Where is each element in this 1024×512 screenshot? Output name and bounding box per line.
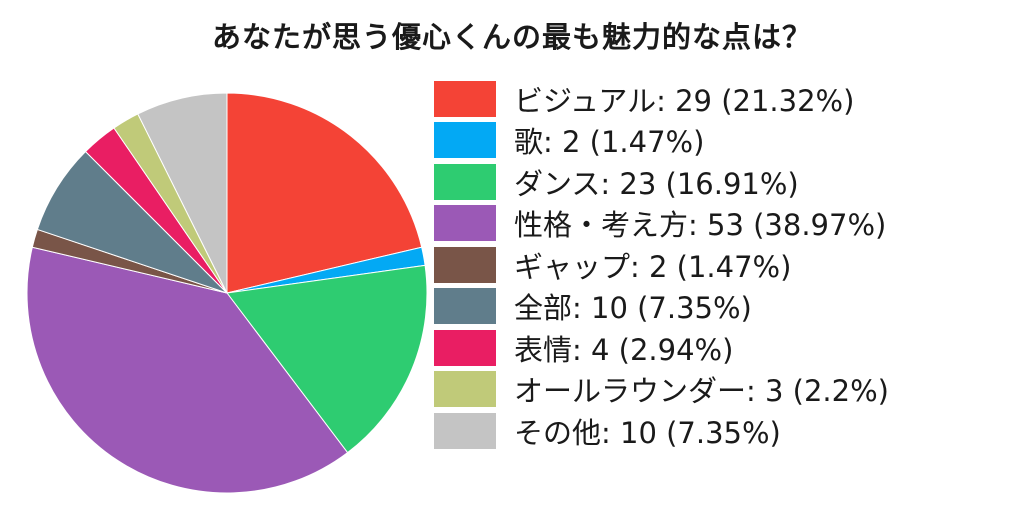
legend-label-7: オールラウンダー: 3 (2.2%) (514, 374, 889, 409)
legend-swatch-3 (434, 205, 496, 242)
legend-item-2: ダンス: 23 (16.91%) (434, 161, 1014, 203)
legend-item-0: ビジュアル: 29 (21.32%) (434, 78, 1014, 120)
legend-item-6: 表情: 4 (2.94%) (434, 327, 1014, 369)
legend-label-4: ギャップ: 2 (1.47%) (514, 249, 792, 284)
legend-label-2: ダンス: 23 (16.91%) (514, 166, 799, 201)
legend-label-6: 表情: 4 (2.94%) (514, 332, 734, 367)
legend-label-3: 性格・考え方: 53 (38.97%) (514, 208, 887, 243)
legend-label-5: 全部: 10 (7.35%) (514, 291, 752, 326)
chart-title: あなたが思う優心くんの最も魅力的な点は？ (211, 20, 812, 54)
legend-item-4: ギャップ: 2 (1.47%) (434, 244, 1014, 286)
pie-slice-8 (137, 92, 228, 294)
legend-label-8: その他: 10 (7.35%) (514, 415, 781, 450)
pie-slice-0 (226, 92, 423, 294)
legend-item-1: 歌: 2 (1.47%) (434, 120, 1014, 162)
legend-item-5: 全部: 10 (7.35%) (434, 286, 1014, 328)
legend-swatch-1 (434, 122, 496, 159)
legend: ビジュアル: 29 (21.32%) 歌: 2 (1.47%) ダンス: 23 (1… (434, 78, 1014, 452)
legend-swatch-8 (434, 412, 496, 449)
legend-swatch-6 (434, 329, 496, 366)
legend-item-8: その他: 10 (7.35%) (434, 410, 1014, 452)
legend-item-7: オールラウンダー: 3 (2.2%) (434, 369, 1014, 411)
legend-item-3: 性格・考え方: 53 (38.97%) (434, 203, 1014, 245)
pie-slice-2 (226, 264, 428, 454)
legend-swatch-5 (434, 288, 496, 325)
pie-slice-3 (26, 246, 349, 494)
legend-swatch-0 (434, 80, 496, 117)
legend-label-1: 歌: 2 (1.47%) (514, 125, 705, 160)
legend-swatch-4 (434, 246, 496, 283)
legend-swatch-7 (434, 371, 496, 408)
legend-swatch-2 (434, 163, 496, 200)
legend-label-0: ビジュアル: 29 (21.32%) (514, 83, 855, 118)
